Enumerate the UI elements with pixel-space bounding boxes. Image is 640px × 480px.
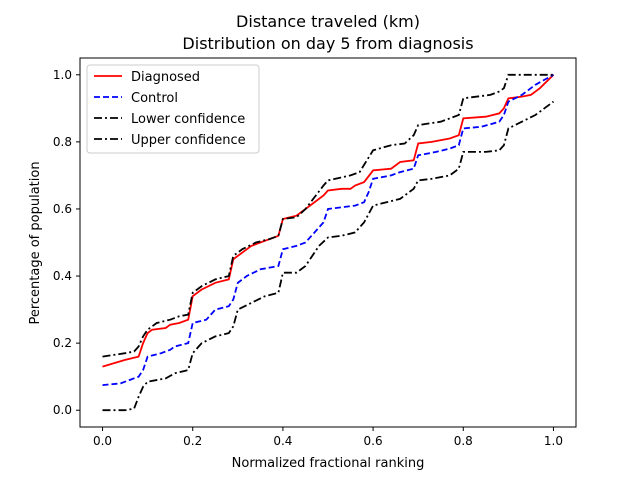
y-tick-label: 0.8 — [53, 135, 72, 149]
legend-label-2: Control — [131, 91, 178, 106]
y-axis: 0.0 0.2 0.4 0.6 0.8 1.0 — [53, 68, 80, 417]
x-axis-label: Normalized fractional ranking — [232, 456, 425, 471]
legend: Diagnosed Control Lower confidence Upper co… — [86, 64, 260, 154]
plot-frame — [79, 57, 577, 428]
series-line-4 — [102, 73, 554, 358]
series-line-3 — [102, 100, 555, 412]
plot-area — [79, 57, 577, 428]
x-tick-label: 0.6 — [364, 434, 383, 448]
y-tick-label: 0.4 — [53, 269, 72, 283]
y-tick-label: 0.2 — [53, 336, 72, 350]
x-tick-label: 0.0 — [93, 434, 112, 448]
series-line-2 — [102, 74, 554, 386]
y-tick-label: 0.6 — [53, 202, 72, 216]
y-axis-label: Percentage of population — [28, 161, 43, 324]
x-tick-label: 1.0 — [544, 434, 563, 448]
y-tick-label: 1.0 — [53, 68, 72, 82]
x-tick-label: 0.4 — [273, 434, 292, 448]
legend-label-1: Diagnosed — [131, 70, 200, 85]
series-line-1 — [102, 74, 555, 368]
legend-label-3: Lower confidence — [131, 112, 245, 127]
x-tick-label: 0.2 — [183, 434, 202, 448]
legend-label-4: Upper confidence — [131, 133, 246, 148]
y-tick-label: 0.0 — [53, 403, 72, 417]
chart-subtitle: Distribution on day 5 from diagnosis — [182, 34, 473, 53]
legend-box — [86, 64, 260, 154]
x-axis: 0.0 0.2 0.4 0.6 0.8 1.0 — [93, 427, 563, 448]
chart-title: Distance traveled (km) — [236, 12, 420, 31]
x-tick-label: 0.8 — [454, 434, 473, 448]
